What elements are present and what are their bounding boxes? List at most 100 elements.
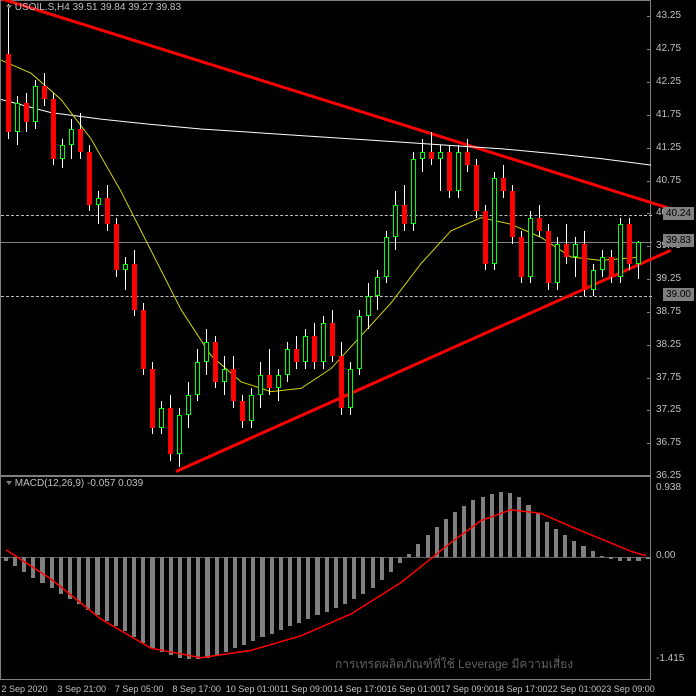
macd-bar [59,557,63,593]
macd-bar [22,557,26,572]
macd-bar [31,557,35,577]
macd-bar [526,505,530,557]
macd-bar [325,557,329,612]
macd-bar [50,557,54,588]
macd-bar [77,557,81,604]
price-tag: 39.83 [663,234,694,247]
x-tick-label: 18 Sep 17:00 [494,684,548,694]
macd-bar [150,557,154,648]
dropdown-icon[interactable] [6,481,12,485]
macd-bar [40,557,44,583]
macd-title[interactable]: MACD(12,26,9) -0.057 0.039 [4,478,143,489]
macd-bar [132,557,136,637]
macd-bar [242,557,246,644]
macd-bar [114,557,118,626]
x-tick-label: 7 Sep 05:00 [115,684,164,694]
x-tick-label: 17 Sep 09:00 [440,684,494,694]
macd-bar [581,546,585,557]
ohlc-label: 39.51 39.84 39.27 39.83 [73,2,181,13]
macd-bar [618,557,622,561]
macd-bar [251,557,255,641]
macd-bar [536,513,540,557]
macd-bar [68,557,72,599]
price-chart[interactable] [0,0,651,476]
watermark: การเทรดผลิตภัณฑ์ที่ใช้ Leverage มีความเส… [335,655,573,674]
macd-bar [462,506,466,557]
macd-bar [196,557,200,659]
y-tick-label: 42.25 [656,76,681,87]
horizontal-line [1,296,652,298]
macd-bar [315,557,319,615]
macd-bar [361,557,365,593]
macd-bar [416,544,420,557]
macd-bar [453,512,457,557]
macd-y-axis: 0.9380.00-1.415 [651,476,696,680]
macd-bar [563,535,567,557]
macd-bar [105,557,109,621]
x-tick-label: 3 Sep 21:00 [57,684,106,694]
macd-bar [13,557,17,566]
x-tick-label: 2 Sep 2020 [2,684,48,694]
chart-title[interactable]: USOIL.S,H4 39.51 39.84 39.27 39.83 [4,2,181,13]
macd-bar [178,557,182,658]
macd-bar [481,497,485,557]
trendline[interactable] [0,0,671,211]
time-x-axis: 2 Sep 2020 3 Sep 21:00 7 Sep 05:00 8 Sep 17… [0,680,696,696]
macd-bar [169,557,173,655]
macd-y-label: 0.938 [656,482,681,493]
macd-bar [288,557,292,626]
y-tick-label: 39.25 [656,273,681,284]
macd-bar [95,557,99,615]
macd-bar [371,557,375,588]
macd-bar [646,557,650,559]
macd-bar [233,557,237,648]
macd-bar [508,493,512,557]
y-tick-label: 42.75 [656,43,681,54]
macd-bar [160,557,164,652]
macd-y-label: -1.415 [656,653,684,664]
x-tick-label: 10 Sep 01:00 [226,684,280,694]
y-tick-label: 43.25 [656,10,681,21]
macd-bar [4,557,8,561]
y-tick-label: 41.25 [656,142,681,153]
y-tick-label: 41.75 [656,109,681,120]
macd-bar [380,557,384,580]
macd-bar [554,529,558,557]
macd-bar [215,557,219,655]
x-tick-label: 8 Sep 17:00 [172,684,221,694]
y-tick-label: 38.75 [656,306,681,317]
x-tick-label: 14 Sep 17:00 [333,684,387,694]
macd-bar [545,522,549,557]
macd-bar [499,492,503,558]
macd-bar [389,557,393,572]
macd-bar [224,557,228,652]
y-tick-label: 37.25 [656,404,681,415]
macd-bar [517,497,521,557]
macd-bar [205,557,209,658]
x-tick-label: 16 Sep 01:00 [387,684,441,694]
macd-bar [306,557,310,619]
y-tick-label: 37.75 [656,372,681,383]
macd-bar [398,557,402,563]
macd-bar [426,535,430,557]
x-tick-label: 11 Sep 09:00 [280,684,333,694]
price-tag: 39.00 [663,288,694,301]
macd-bar [609,557,613,559]
macd-bar [334,557,338,608]
macd-bar [141,557,145,643]
symbol-label: USOIL.S,H4 [15,2,70,13]
macd-bar [627,557,631,561]
trendline[interactable] [175,249,671,473]
macd-bar [187,557,191,659]
y-tick-label: 36.75 [656,437,681,448]
macd-bar [435,527,439,558]
macd-chart[interactable] [0,476,651,680]
price-tag: 40.24 [663,207,694,220]
macd-bar [86,557,90,609]
macd-bar [270,557,274,634]
dropdown-icon[interactable] [6,5,12,9]
x-tick-label: 22 Sep 01:00 [548,684,602,694]
macd-bar [471,500,475,557]
chart-container[interactable]: USOIL.S,H4 39.51 39.84 39.27 39.83 MACD(… [0,0,696,696]
macd-bar [279,557,283,630]
